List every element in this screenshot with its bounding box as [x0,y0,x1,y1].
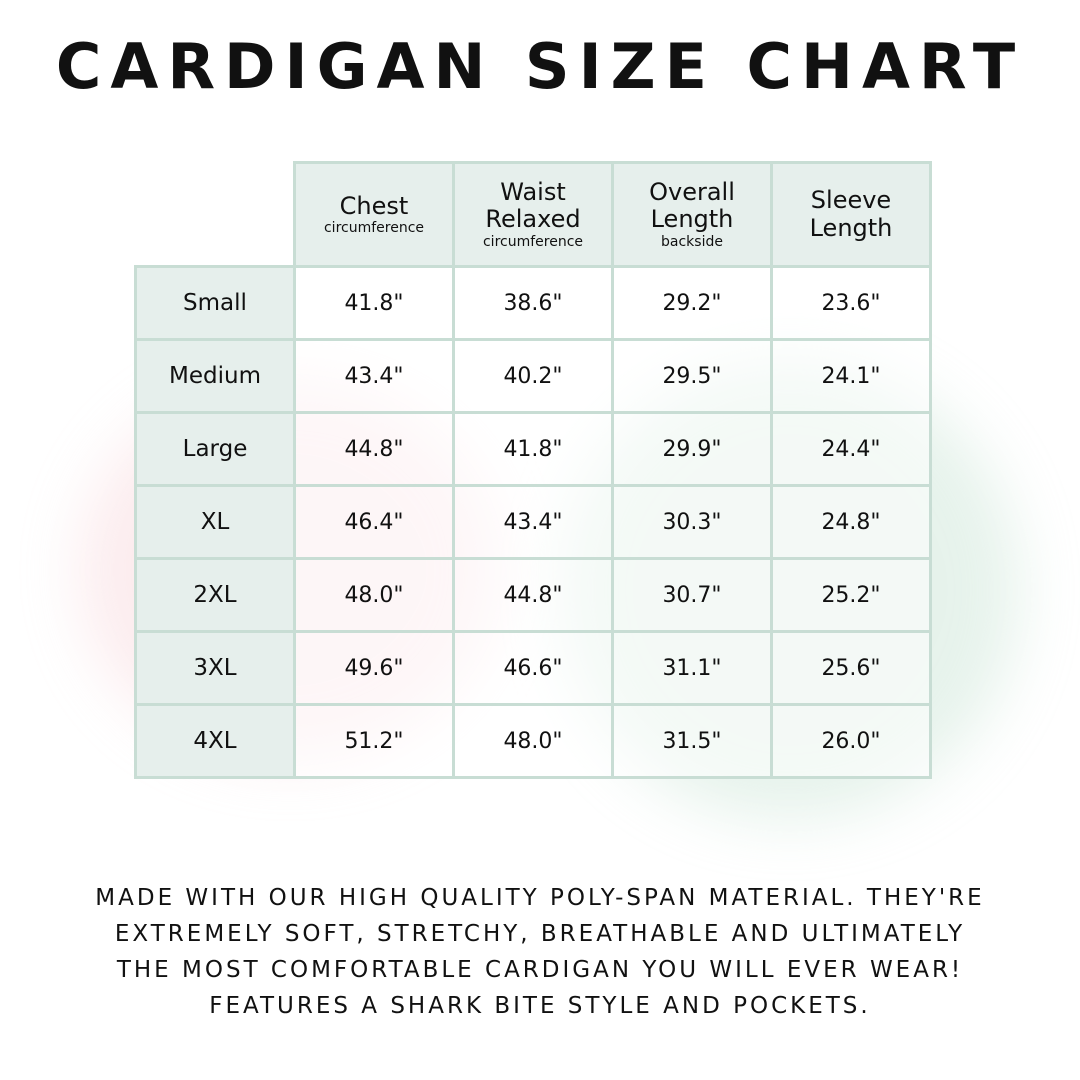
measurement-cell: 43.4" [452,484,614,560]
table-row: Medium 43.4" 40.2" 29.5" 24.1" [134,338,932,414]
measurement-cell: 24.1" [770,338,932,414]
corner-cell [135,162,296,268]
column-label: Sleeve Length [809,185,893,242]
measurement-cell: 30.3" [611,484,773,560]
size-label: 3XL [134,630,296,706]
table-row: XL 46.4" 43.4" 30.3" 24.8" [134,484,932,560]
measurement-cell: 44.8" [293,411,455,487]
column-header-length: Overall Length backside [611,161,773,268]
measurement-cell: 40.2" [452,338,614,414]
measurement-cell: 51.2" [293,703,455,779]
description-line: Made with our high quality poly-span mat… [95,885,985,911]
description-line: the most comfortable cardigan you will e… [116,957,964,983]
description-line: extremely soft, stretchy, breathable and… [114,921,966,947]
size-label: 4XL [134,703,296,779]
column-header-sleeve: Sleeve Length [770,161,932,268]
table-row: Large 44.8" 41.8" 29.9" 24.4" [134,411,932,487]
measurement-cell: 30.7" [611,557,773,633]
measurement-cell: 24.8" [770,484,932,560]
size-label: XL [134,484,296,560]
size-label: Small [134,265,296,341]
column-label: Overall Length [649,177,735,234]
measurement-cell: 46.6" [452,630,614,706]
measurement-cell: 23.6" [770,265,932,341]
measurement-cell: 29.2" [611,265,773,341]
table-row: 2XL 48.0" 44.8" 30.7" 25.2" [134,557,932,633]
measurement-cell: 49.6" [293,630,455,706]
measurement-cell: 44.8" [452,557,614,633]
description: Made with our high quality poly-span mat… [0,880,1080,1024]
measurement-cell: 43.4" [293,338,455,414]
measurement-cell: 25.2" [770,557,932,633]
size-label: Large [134,411,296,487]
column-label: Chest [339,191,409,220]
column-header-chest: Chest circumference [293,161,455,268]
measurement-cell: 29.5" [611,338,773,414]
size-chart-table: Chest circumference Waist Relaxed circumfe… [134,161,932,779]
measurement-cell: 41.8" [452,411,614,487]
description-line: Features a shark bite style and pockets. [209,993,871,1019]
measurement-cell: 24.4" [770,411,932,487]
measurement-cell: 38.6" [452,265,614,341]
measurement-cell: 29.9" [611,411,773,487]
measurement-cell: 31.1" [611,630,773,706]
measurement-cell: 48.0" [452,703,614,779]
table-row: 3XL 49.6" 46.6" 31.1" 25.6" [134,630,932,706]
column-sublabel: circumference [482,234,584,251]
page-title: CARDIGAN SIZE CHART [55,30,1025,103]
column-sublabel: backside [661,234,723,251]
measurement-cell: 46.4" [293,484,455,560]
column-header-waist: Waist Relaxed circumference [452,161,614,268]
column-sublabel: circumference [323,220,425,237]
measurement-cell: 25.6" [770,630,932,706]
table-row: Small 41.8" 38.6" 29.2" 23.6" [134,265,932,341]
size-label: 2XL [134,557,296,633]
measurement-cell: 26.0" [770,703,932,779]
column-label: Waist Relaxed [485,177,581,234]
size-label: Medium [134,338,296,414]
measurement-cell: 31.5" [611,703,773,779]
table-row: 4XL 51.2" 48.0" 31.5" 26.0" [134,703,932,779]
measurement-cell: 48.0" [293,557,455,633]
measurement-cell: 41.8" [293,265,455,341]
header-row: Chest circumference Waist Relaxed circumfe… [135,161,932,268]
